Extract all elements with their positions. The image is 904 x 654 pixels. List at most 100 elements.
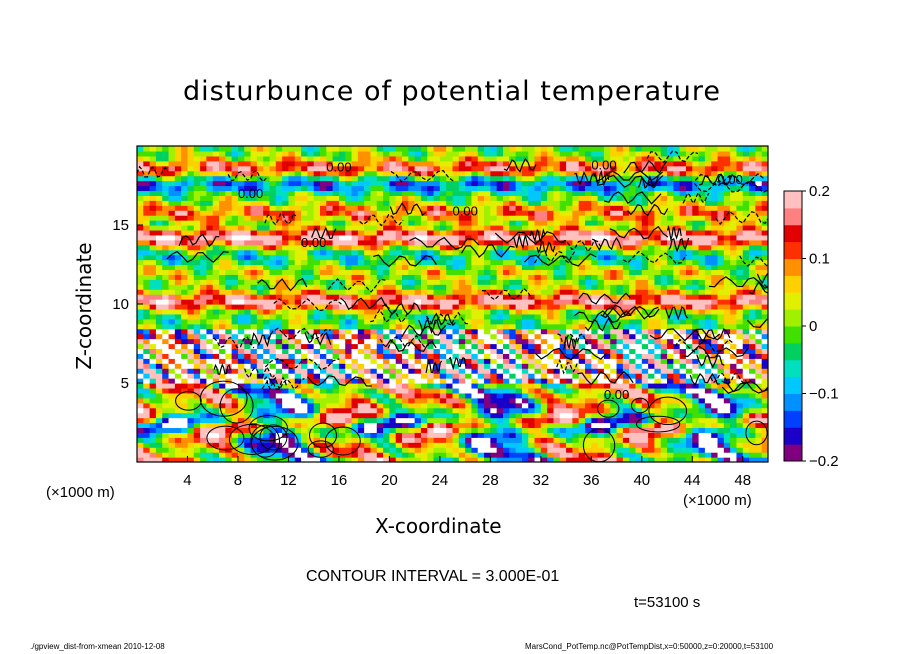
field-cell	[326, 180, 334, 187]
field-cell	[269, 378, 277, 384]
field-cell	[231, 294, 239, 300]
field-cell	[439, 304, 447, 310]
field-cell	[427, 402, 435, 409]
field-cell	[427, 299, 435, 305]
field-cell	[294, 417, 302, 424]
field-cell	[313, 304, 321, 310]
field-cell	[250, 402, 258, 409]
field-cell	[193, 387, 201, 394]
field-cell	[364, 378, 372, 384]
field-cell	[364, 175, 372, 182]
field-cell	[338, 185, 346, 192]
field-cell	[414, 160, 422, 167]
field-cell	[351, 308, 359, 315]
field-cell	[338, 195, 346, 201]
field-cell	[200, 264, 208, 271]
field-cell	[540, 299, 548, 305]
field-cell	[502, 343, 510, 350]
field-cell	[515, 378, 523, 384]
field-cell	[603, 368, 611, 374]
field-cell	[345, 249, 353, 256]
field-cell	[490, 308, 498, 315]
field-cell	[256, 190, 264, 196]
field-cell	[193, 313, 201, 320]
field-cell	[395, 210, 403, 216]
field-cell	[219, 200, 226, 206]
field-cell	[143, 387, 151, 394]
field-cell	[439, 452, 447, 458]
field-cell	[502, 452, 510, 458]
field-cell	[389, 200, 397, 206]
field-cell	[250, 150, 258, 157]
field-cell	[540, 313, 548, 320]
field-cell	[237, 348, 245, 354]
field-cell	[168, 289, 176, 295]
field-cell	[452, 452, 460, 458]
field-cell	[585, 215, 592, 221]
field-cell	[168, 318, 176, 325]
field-cell	[212, 299, 220, 305]
field-cell	[357, 289, 365, 295]
field-cell	[477, 358, 485, 364]
field-cell	[597, 343, 605, 350]
field-cell	[414, 244, 422, 251]
field-cell	[484, 175, 491, 182]
field-cell	[143, 274, 151, 280]
field-cell	[585, 383, 592, 389]
field-cell	[219, 338, 226, 345]
field-cell	[496, 407, 504, 414]
field-cell	[540, 225, 548, 231]
field-cell	[168, 432, 176, 438]
field-cell	[452, 284, 460, 290]
field-cell	[332, 402, 340, 409]
field-cell	[515, 308, 523, 315]
field-cell	[515, 269, 523, 275]
field-cell	[490, 323, 498, 330]
field-cell	[496, 165, 504, 172]
field-cell	[389, 264, 397, 271]
field-cell	[566, 338, 573, 345]
field-cell	[559, 215, 567, 221]
field-cell	[225, 269, 233, 275]
field-cell	[616, 269, 624, 275]
field-cell	[515, 254, 523, 261]
field-cell	[389, 146, 397, 152]
field-cell	[597, 146, 605, 152]
field-cell	[622, 200, 630, 206]
field-cell	[301, 442, 308, 448]
field-cell	[237, 387, 245, 394]
field-cell	[540, 333, 548, 340]
field-cell	[370, 348, 378, 354]
field-cell	[181, 180, 189, 187]
field-cell	[578, 146, 586, 152]
field-cell	[402, 244, 409, 251]
field-cell	[484, 402, 491, 409]
field-cell	[402, 437, 409, 443]
field-cell	[319, 210, 327, 216]
field-cell	[395, 170, 403, 177]
field-cell	[168, 437, 176, 443]
field-cell	[553, 452, 561, 458]
field-cell	[212, 160, 220, 167]
field-cell	[427, 244, 435, 251]
field-cell	[402, 432, 409, 438]
field-cell	[357, 313, 365, 320]
field-cell	[490, 368, 498, 374]
field-cell	[420, 318, 428, 325]
field-cell	[502, 249, 510, 256]
field-cell	[622, 264, 630, 271]
field-cell	[237, 165, 245, 172]
field-cell	[622, 402, 630, 409]
field-cell	[256, 150, 264, 157]
field-cell	[509, 220, 517, 226]
field-cell	[338, 234, 346, 241]
field-cell	[294, 160, 302, 167]
field-cell	[553, 200, 561, 206]
field-cell	[206, 284, 214, 290]
field-cell	[484, 165, 491, 172]
field-cell	[433, 387, 441, 394]
field-cell	[370, 195, 378, 201]
field-cell	[225, 318, 233, 325]
field-cell	[591, 200, 599, 206]
field-cell	[395, 412, 403, 419]
